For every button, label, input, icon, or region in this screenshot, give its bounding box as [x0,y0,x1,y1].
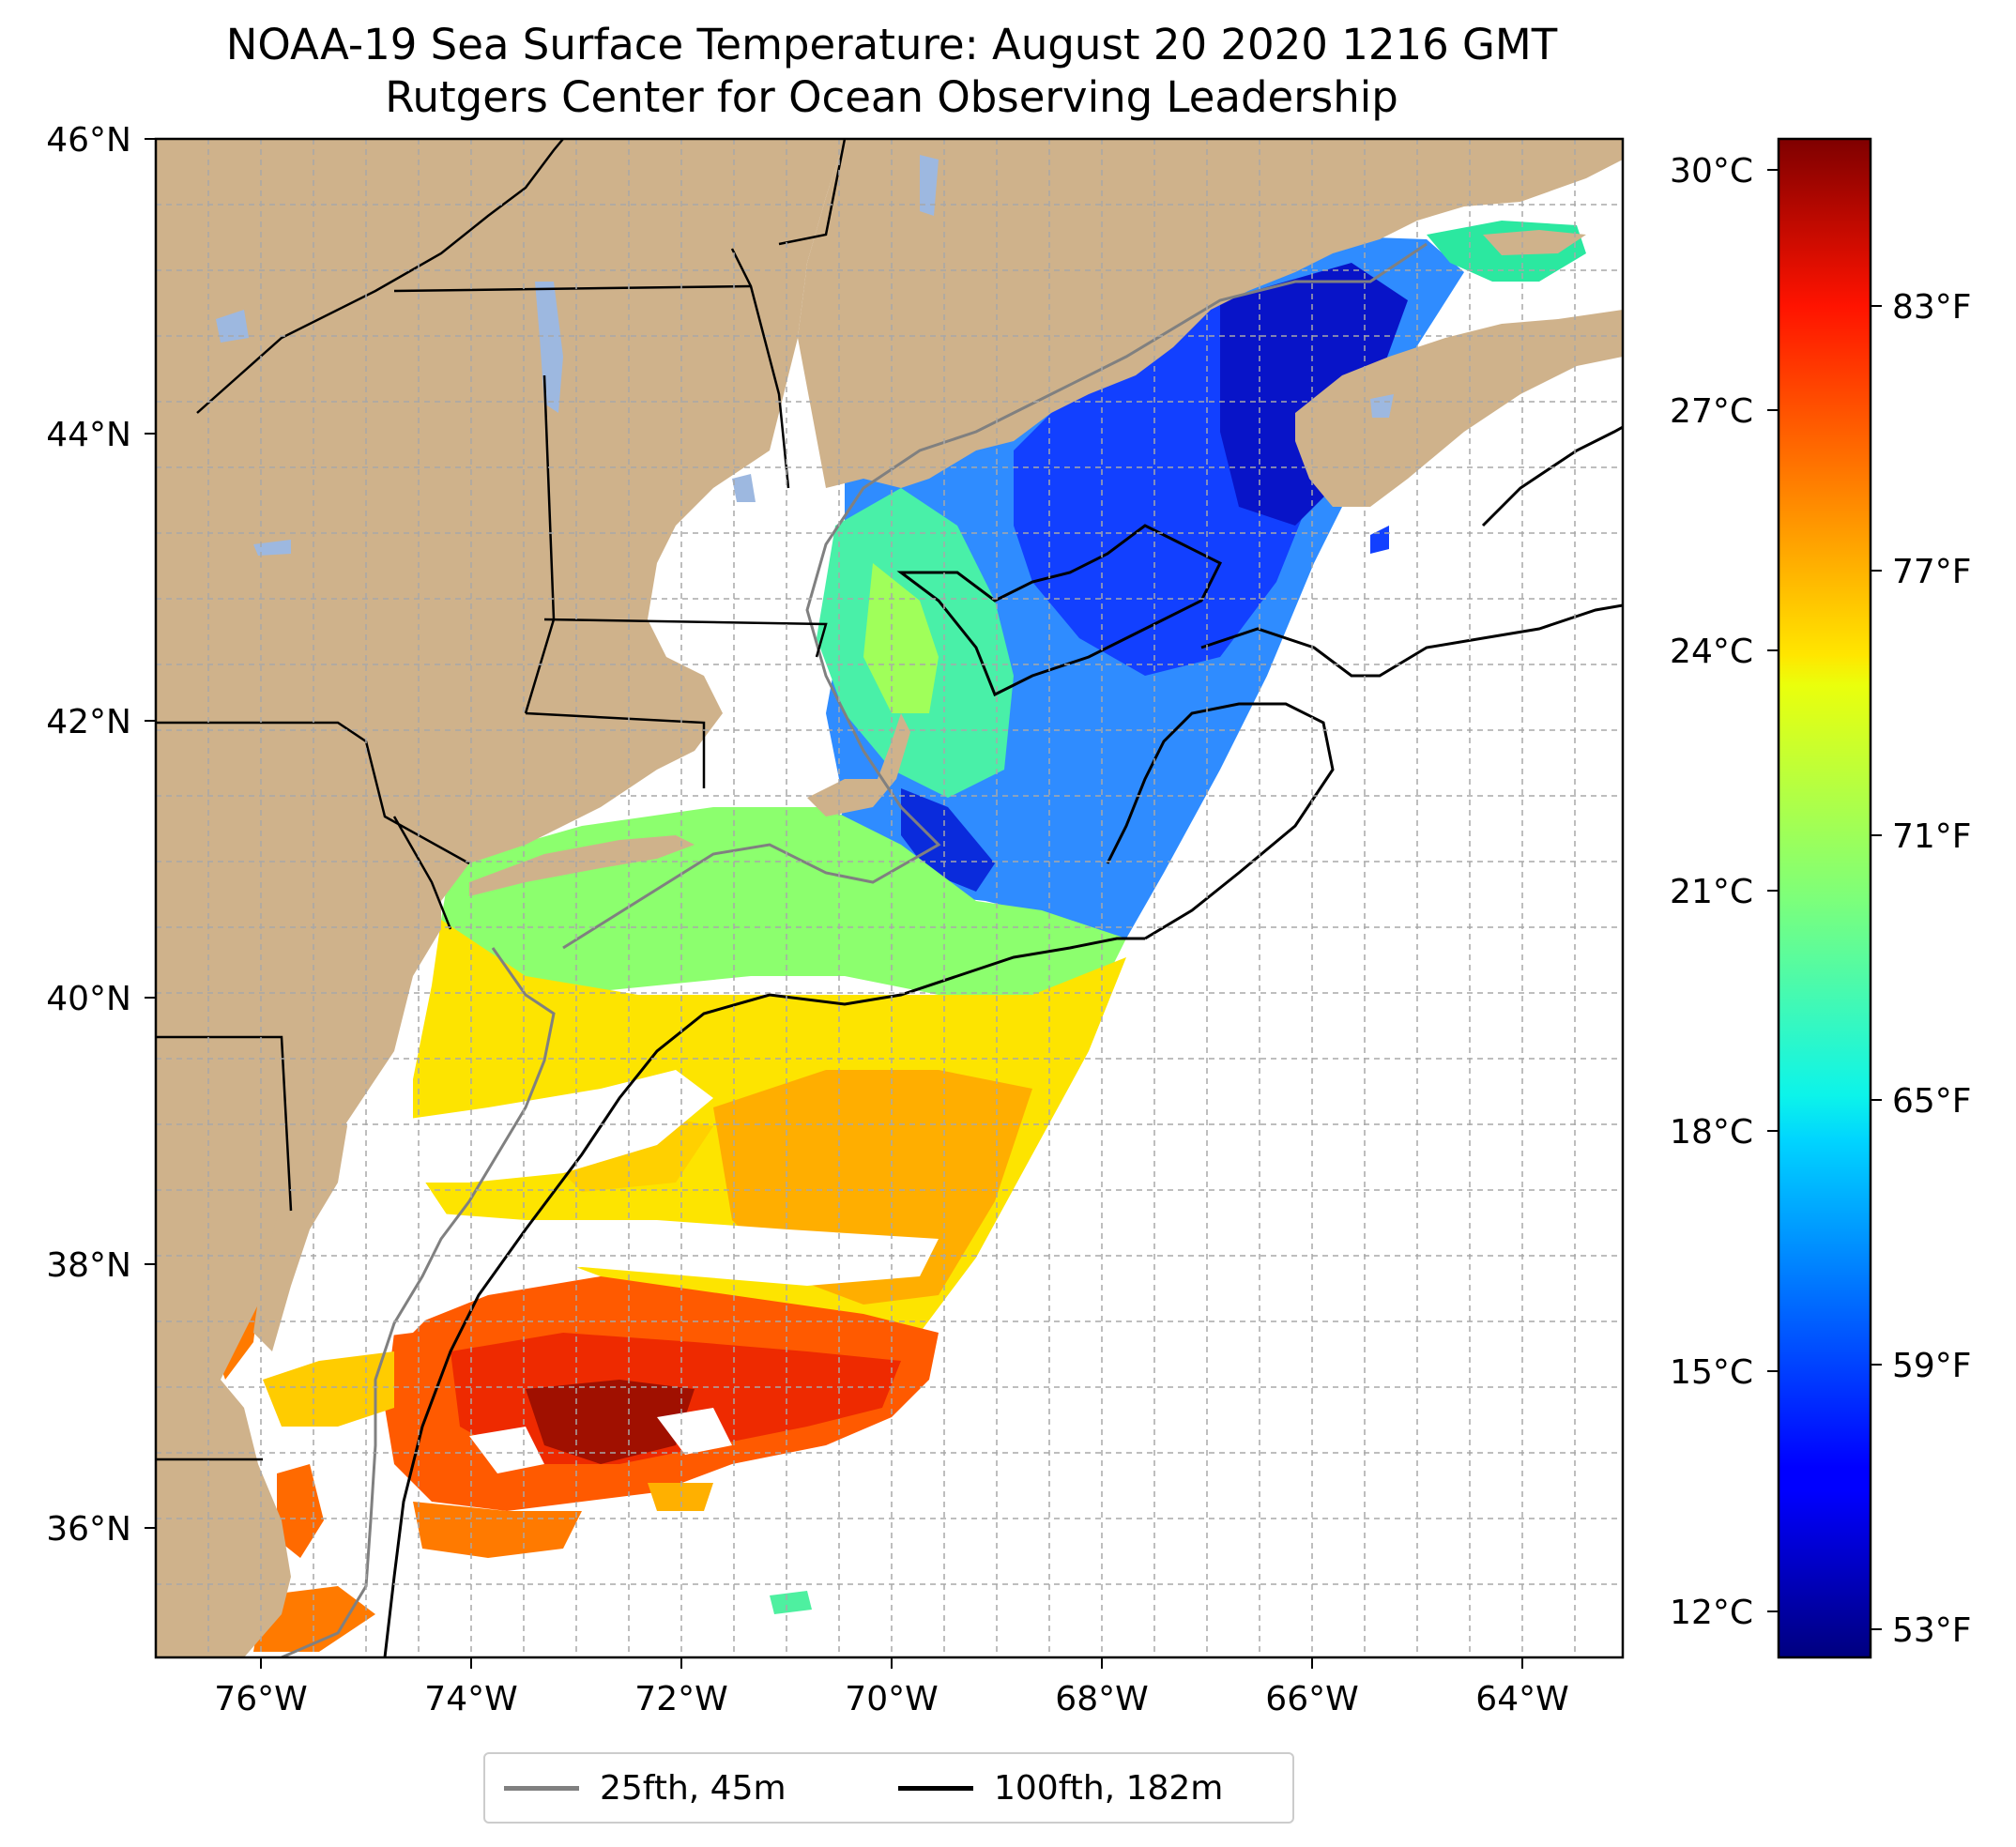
isobath-100fth-shelf-2 [1481,425,1623,527]
colorbar-gradient [1777,137,1872,1659]
x-tick-label: 66°W [1265,1680,1358,1718]
celsius-tick-label: 27°C [1670,392,1753,431]
lake-winnipesaukee [732,474,756,502]
legend-item-25fth: 25fth, 45m [504,1765,787,1810]
border-ct [525,711,706,788]
lake-ns [1370,394,1394,418]
colorbar: 30°C 27°C 24°C 21°C 18°C 15°C 12°C 83°F … [1670,137,1972,1659]
celsius-tick-label: 24°C [1670,633,1753,671]
small-lake [216,310,249,343]
map-subtitle: Rutgers Center for Ocean Observing Leade… [385,72,1398,122]
land-mass [156,139,1623,1657]
map-title: NOAA-19 Sea Surface Temperature: August … [225,20,1558,69]
x-axis-labels: 76°W 74°W 72°W 70°W 68°W 66°W 64°W [214,1680,1568,1718]
moosehead-lake [920,155,939,216]
isobath-100fth-gulf [1200,603,1623,678]
map-panel [156,139,1623,1657]
celsius-tick-label: 30°C [1670,152,1753,191]
x-tick-label: 68°W [1055,1680,1148,1718]
border-vt-nh [730,248,790,489]
isobath-100fth [383,937,1145,1657]
x-tick-label: 74°W [424,1680,517,1718]
fahrenheit-tick-label: 71°F [1892,817,1972,856]
y-tick-label: 36°N [46,1510,131,1549]
legend-item-100fth: 100fth, 182m [898,1765,1223,1810]
fahrenheit-tick-label: 77°F [1892,553,1972,591]
gridlines [156,139,1623,1657]
celsius-tick-label: 21°C [1670,873,1753,911]
y-tick-label: 38°N [46,1246,131,1285]
y-tick-label: 44°N [46,416,131,454]
x-tick-label: 70°W [845,1680,938,1718]
legend-swatch-black [898,1785,973,1791]
legend: 25fth, 45m 100fth, 182m [483,1752,1294,1824]
map-frame [154,137,1625,1659]
celsius-labels: 30°C 27°C 24°C 21°C 18°C 15°C 12°C [1670,152,1753,1632]
isobath-25fth [281,947,556,1657]
colorbar-ticks [1767,169,1882,1630]
fahrenheit-tick-label: 65°F [1892,1082,1972,1121]
isobath-100fth-shelf [1106,702,1335,940]
border-ma-north [543,618,828,658]
fahrenheit-tick-label: 59°F [1892,1347,1972,1385]
legend-swatch-gray [504,1785,579,1791]
celsius-tick-label: 18°C [1670,1113,1753,1152]
lake-champlain [535,282,563,413]
y-axis-labels: 46°N 44°N 42°N 40°N 38°N 36°N [46,121,131,1549]
y-tick-label: 40°N [46,980,131,1018]
fahrenheit-labels: 83°F 77°F 71°F 65°F 59°F 53°F [1892,288,1972,1650]
y-tick-label: 42°N [46,703,131,741]
border-ny-vt [393,284,752,293]
border-canada-us [196,139,564,414]
lake-small-2 [253,540,291,556]
border-pa-md [156,1035,293,1212]
x-tick-label: 64°W [1475,1680,1568,1718]
fahrenheit-tick-label: 53°F [1892,1611,1972,1650]
isobaths [281,242,1623,1657]
x-tick-label: 76°W [214,1680,307,1718]
celsius-tick-label: 15°C [1670,1353,1753,1392]
x-tick-label: 72°W [634,1680,727,1718]
isobath-100fth-basin [896,524,1223,697]
border-nj [392,816,452,930]
legend-label: 25fth, 45m [600,1768,787,1808]
celsius-tick-label: 12°C [1670,1594,1753,1632]
border-ny-ct [524,374,556,714]
y-tick-label: 46°N [46,121,131,160]
axis-ticks [145,138,1523,1669]
fahrenheit-tick-label: 83°F [1892,288,1972,327]
lakes [216,155,1394,556]
isobath-25fth-north [562,242,1428,950]
legend-label: 100fth, 182m [994,1768,1224,1808]
